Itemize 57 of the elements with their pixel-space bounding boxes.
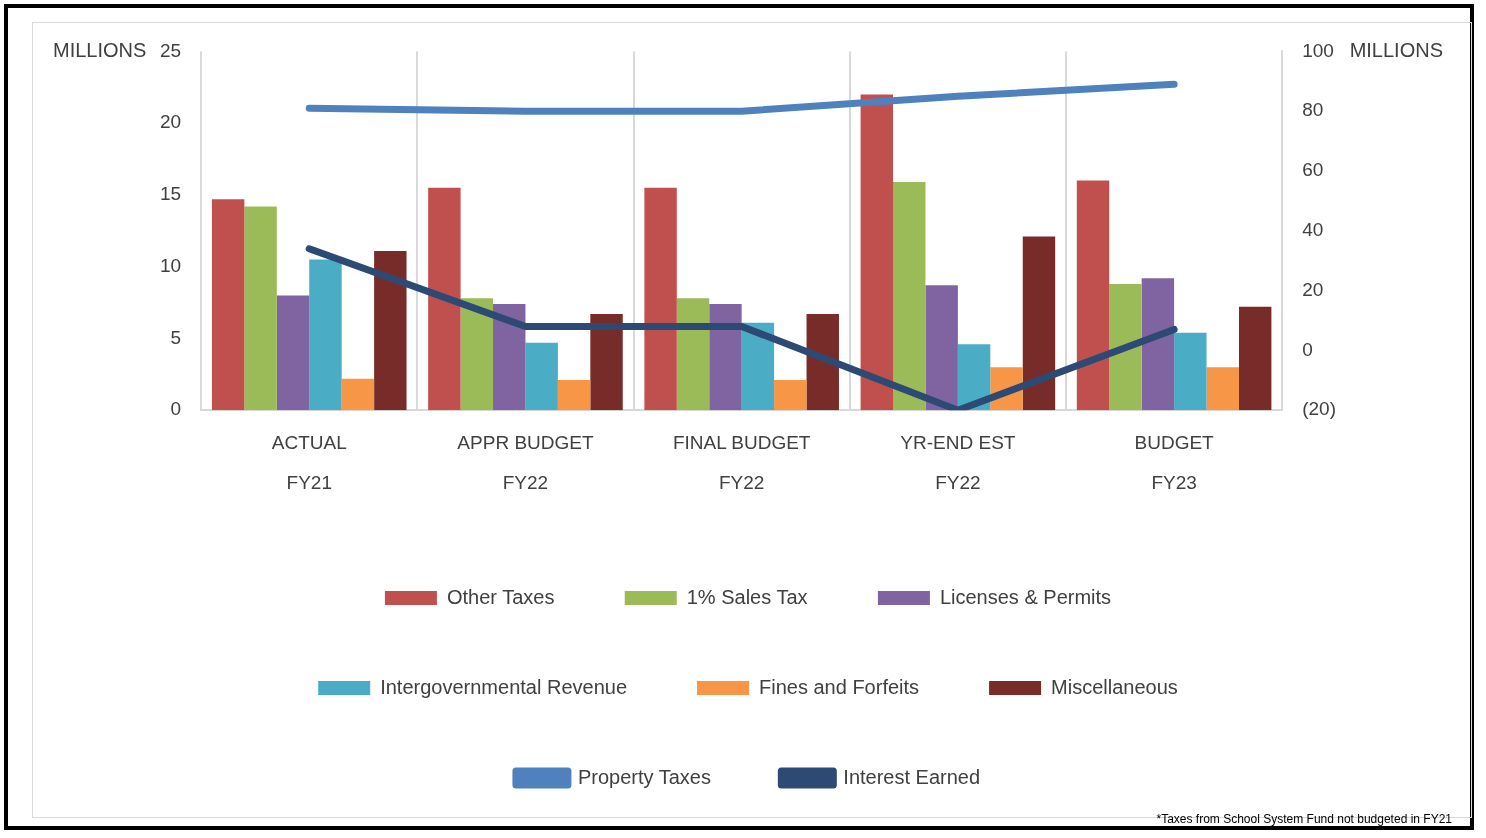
x-tick-label: FINAL BUDGET FY22 xyxy=(672,432,811,494)
y2-tick-label: 60 xyxy=(1302,159,1324,181)
x-tick-label: APPR BUDGET FY22 xyxy=(457,432,594,494)
bar xyxy=(557,380,591,411)
y2-tick-label: 20 xyxy=(1302,278,1324,300)
bar xyxy=(590,314,623,411)
bar xyxy=(309,259,342,411)
bar xyxy=(925,285,958,411)
bar xyxy=(1076,180,1110,411)
legend-label: 1% Sales Tax xyxy=(686,585,808,608)
bar xyxy=(276,295,310,411)
text: *Taxes from School System Fund not budgeted in FY21 xyxy=(1156,812,1452,826)
legend-label: Intergovernmental Revenue xyxy=(380,675,628,698)
y-tick-label: 0 xyxy=(170,398,182,420)
bar xyxy=(525,342,558,411)
bar xyxy=(341,378,375,411)
bar xyxy=(1238,306,1272,411)
y-tick-label: 10 xyxy=(159,254,182,276)
y2-tick-label: 80 xyxy=(1302,99,1324,121)
bar xyxy=(741,322,775,411)
y-tick-label: 20 xyxy=(159,111,182,133)
y-axis-title: MILLIONS xyxy=(53,38,147,61)
bar xyxy=(893,182,926,411)
y-tick-label: 25 xyxy=(159,39,182,61)
bar xyxy=(493,304,526,411)
legend-label: Licenses & Permits xyxy=(939,585,1112,608)
bar xyxy=(1206,367,1239,411)
bar xyxy=(709,304,742,411)
bar xyxy=(860,94,894,411)
x-tick-label: BUDGET FY23 xyxy=(1134,432,1215,494)
legend-label: Property Taxes xyxy=(577,765,711,788)
bar xyxy=(374,250,407,411)
bar xyxy=(1109,283,1142,411)
x-tick-label: ACTUAL FY21 xyxy=(271,432,347,494)
bar xyxy=(211,199,245,411)
legend-label: Fines and Forfeits xyxy=(759,675,920,698)
y-tick-label: 5 xyxy=(170,326,182,348)
y2-tick-label: 100 xyxy=(1302,39,1334,61)
y2-tick-label: (20) xyxy=(1302,398,1337,420)
bar xyxy=(1174,332,1207,411)
bar xyxy=(1141,278,1175,411)
bar xyxy=(774,380,807,411)
x-tick-label: YR-END EST FY22 xyxy=(900,432,1016,494)
legend-label: Interest Earned xyxy=(843,765,981,788)
y2-tick-label: 0 xyxy=(1302,338,1313,360)
bar xyxy=(460,298,494,411)
y2-axis-title: MILLIONS xyxy=(1349,38,1443,61)
legend-label: Other Taxes xyxy=(446,585,555,608)
y-tick-label: 15 xyxy=(159,183,182,205)
legend-label: Miscellaneous xyxy=(1051,675,1178,698)
bar xyxy=(676,298,710,411)
bar xyxy=(244,206,277,411)
bar xyxy=(1022,236,1056,411)
y2-tick-label: 40 xyxy=(1302,219,1324,241)
bar xyxy=(644,187,677,411)
bar xyxy=(428,187,461,411)
bar xyxy=(806,314,839,411)
